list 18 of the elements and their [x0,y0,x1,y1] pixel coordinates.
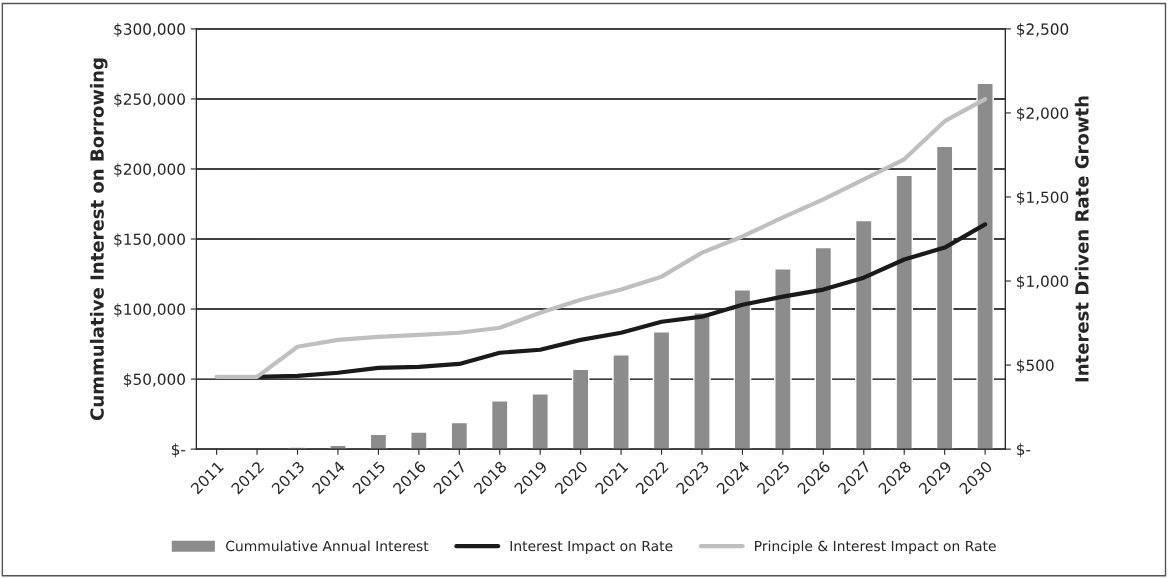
y2-tick-label: $1,000 [1017,275,1069,290]
legend-label: Principle & Interest Impact on Rate [755,540,996,554]
y2-tick-label: $- [1017,443,1031,458]
y2-tick-label: $2,000 [1017,107,1069,121]
y2-tick-label: $500 [1017,359,1054,374]
y-tick-label: $- [172,443,186,458]
y2-tick-label: $2,500 [1017,23,1069,37]
y-tick-label: $100,000 [114,303,185,318]
y2-tick-label: $1,500 [1017,191,1069,206]
legend-label: Cummulative Annual Interest [226,540,429,552]
y-tick-label: $200,000 [114,163,185,178]
y-tick-label: $50,000 [124,373,185,388]
legend-label: Interest Impact on Rate [510,540,673,554]
y2-axis-title: Interest Driven Rate Growth [1074,96,1089,382]
y-tick-label: $150,000 [114,233,185,248]
y-axis-title: Cummulative Interest on Borrowing [89,58,108,421]
y-tick-label: $300,000 [114,23,185,37]
y-tick-label: $250,000 [114,93,185,107]
